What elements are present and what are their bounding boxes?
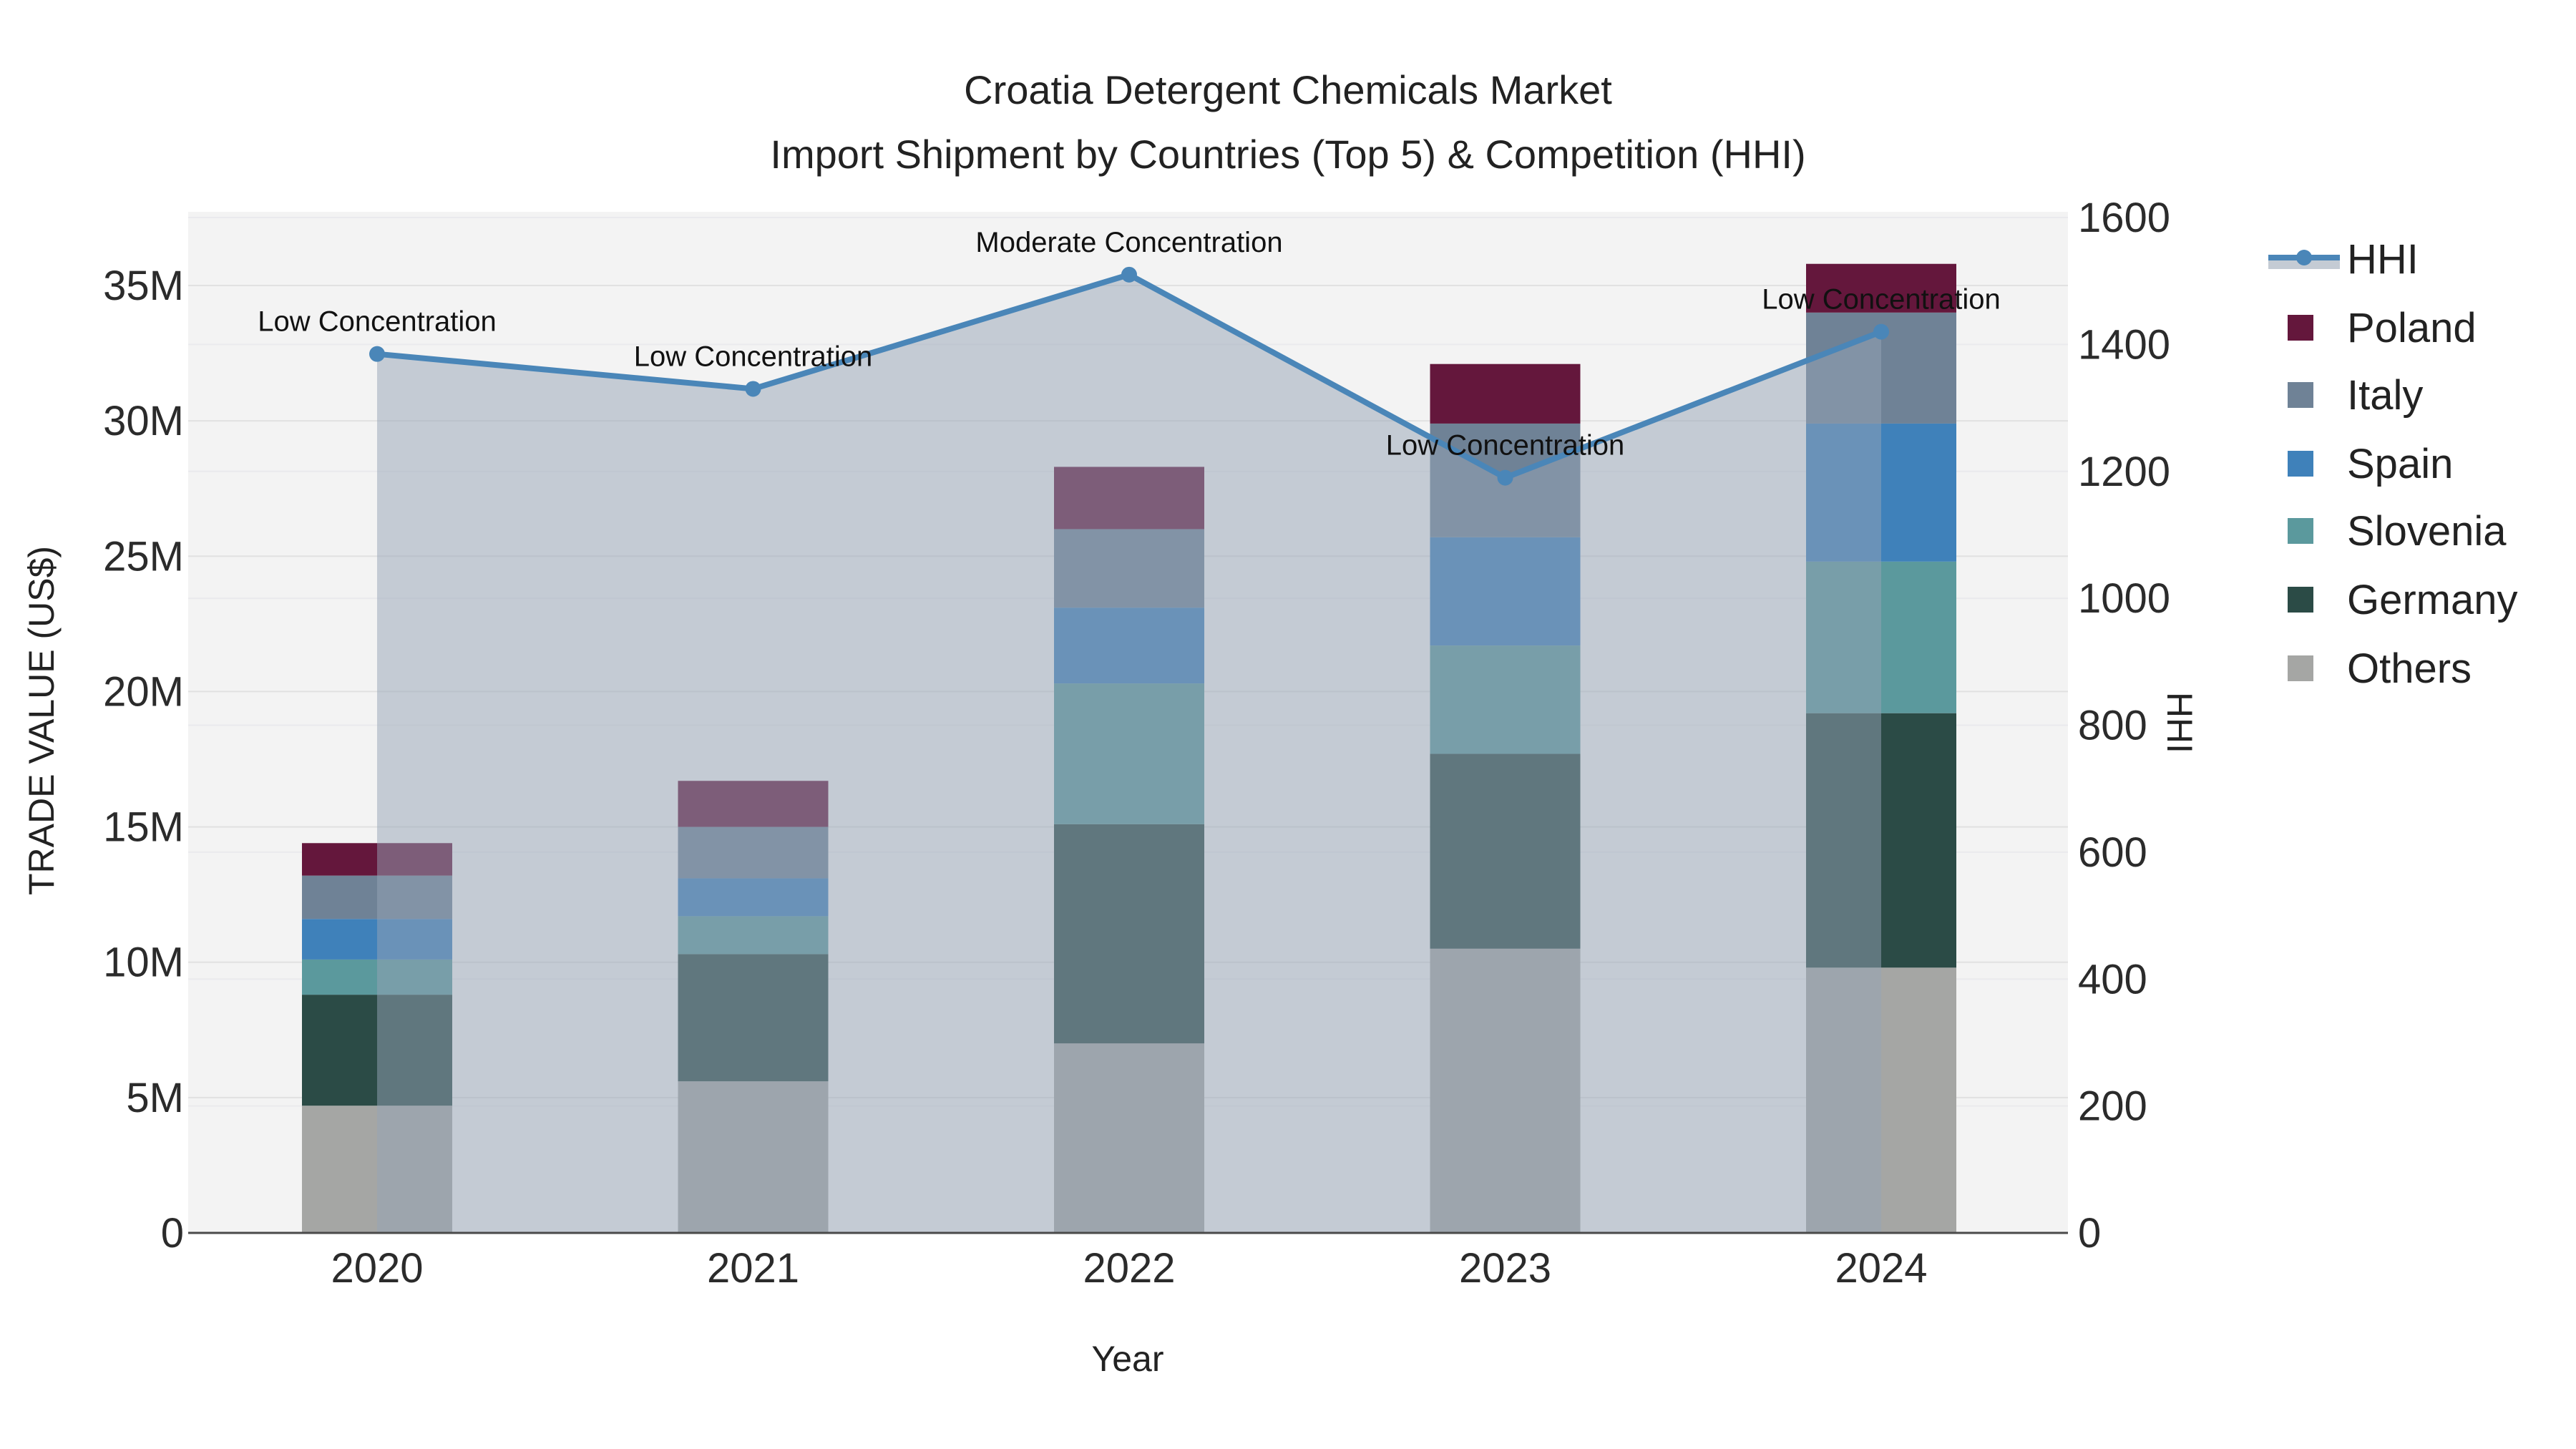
x-tick-2022: 2022 — [1083, 1245, 1175, 1292]
annotation-2022: Moderate Concentration — [975, 227, 1282, 258]
legend-label-germany: Germany — [2347, 576, 2518, 623]
y-left-tick-25M: 25M — [103, 533, 184, 580]
y-left-tick-0: 0 — [161, 1210, 184, 1257]
x-tick-2024: 2024 — [1835, 1245, 1927, 1292]
legend-label-slovenia: Slovenia — [2347, 507, 2507, 555]
legend-hhi-marker — [2296, 250, 2312, 265]
y-right-tick-1400: 1400 — [2078, 321, 2170, 368]
legend-label-italy: Italy — [2347, 371, 2424, 419]
bar-segment-poland-2024[interactable] — [1806, 263, 1956, 313]
y-right-tick-400: 400 — [2078, 956, 2147, 1002]
legend-label-hhi: HHI — [2347, 235, 2419, 283]
hhi-point-2024[interactable] — [1873, 323, 1889, 340]
hhi-area-fill — [377, 274, 1881, 1234]
y-left-axis-title: TRADE VALUE (US$) — [21, 545, 62, 896]
legend-swatch-germany — [2288, 587, 2313, 613]
y-left-tick-10M: 10M — [103, 940, 184, 986]
legend-hhi-line-swatch — [2268, 245, 2340, 273]
x-tick-2020: 2020 — [331, 1245, 423, 1292]
y-left-tick-5M: 5M — [126, 1075, 184, 1121]
y-right-tick-800: 800 — [2078, 703, 2147, 749]
y-right-tick-1600: 1600 — [2078, 195, 2170, 241]
y-right-tick-1200: 1200 — [2078, 449, 2170, 495]
legend-swatch-italy — [2288, 382, 2313, 408]
legend-swatch-others — [2288, 655, 2313, 681]
legend-label-spain: Spain — [2347, 440, 2454, 487]
legend-label-poland: Poland — [2347, 304, 2477, 351]
legend-swatch-poland — [2288, 315, 2313, 341]
y-right-tick-0: 0 — [2078, 1210, 2101, 1257]
hhi-point-2021[interactable] — [745, 381, 761, 397]
x-tick-2023: 2023 — [1459, 1245, 1551, 1292]
legend-label-others: Others — [2347, 645, 2472, 692]
hhi-point-2022[interactable] — [1121, 266, 1137, 283]
hhi-point-2023[interactable] — [1497, 469, 1513, 486]
y-left-tick-35M: 35M — [103, 263, 184, 309]
y-right-tick-600: 600 — [2078, 829, 2147, 876]
x-tick-2021: 2021 — [707, 1245, 799, 1292]
chart-title-line1: Croatia Detergent Chemicals Market — [964, 67, 1612, 112]
annotation-2023: Low Concentration — [1386, 430, 1625, 462]
legend-swatch-spain — [2288, 451, 2313, 477]
annotation-2021: Low Concentration — [634, 341, 873, 372]
hhi-point-2020[interactable] — [369, 346, 385, 362]
chart-title-line2: Import Shipment by Countries (Top 5) & C… — [770, 132, 1806, 177]
y-left-tick-20M: 20M — [103, 668, 184, 715]
y-right-axis-title: HHI — [2160, 691, 2200, 754]
bar-segment-poland-2023[interactable] — [1430, 364, 1581, 424]
y-left-tick-15M: 15M — [103, 804, 184, 851]
annotation-2020: Low Concentration — [258, 306, 497, 338]
y-left-tick-30M: 30M — [103, 398, 184, 444]
annotation-2024: Low Concentration — [1762, 284, 2001, 316]
y-right-tick-1000: 1000 — [2078, 575, 2170, 622]
y-right-tick-200: 200 — [2078, 1083, 2147, 1130]
x-axis-title: Year — [1091, 1339, 1164, 1379]
legend-swatch-slovenia — [2288, 518, 2313, 544]
